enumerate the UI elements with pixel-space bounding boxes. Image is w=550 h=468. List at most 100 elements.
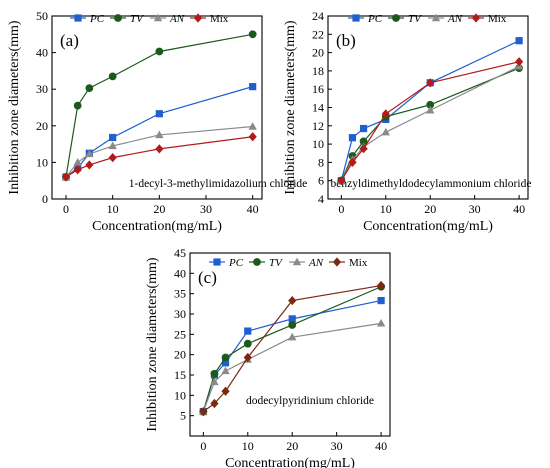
data-point [359, 144, 368, 154]
legend-marker [392, 14, 400, 22]
legend-marker [431, 13, 441, 22]
y-tick-label: 20 [36, 119, 48, 133]
legend-item-tv: TV [388, 13, 422, 25]
x-tick-label: 10 [380, 202, 392, 216]
series-line [65, 33, 253, 178]
data-point [221, 353, 230, 362]
data-point [348, 134, 357, 142]
data-point [221, 386, 230, 396]
legend-item-pc: PC [348, 13, 383, 25]
y-tick-label: 50 [36, 9, 48, 23]
data-point [109, 133, 117, 142]
x-tick-label: 40 [247, 202, 259, 216]
data-point [381, 109, 390, 119]
y-tick-label: 16 [312, 82, 324, 96]
series-mix [199, 280, 386, 417]
data-point [243, 339, 252, 348]
panel-label: (a) [60, 31, 79, 50]
data-point [359, 137, 368, 146]
panel-b: 0 10 20 30 40 4 6 8 10 12 14 16 18 20 22 24 Concentratio… [283, 9, 531, 234]
series-mix [337, 57, 524, 186]
y-tick-label: 15 [174, 368, 186, 382]
x-tick-label: 10 [107, 202, 119, 216]
y-tick-label: 40 [174, 266, 186, 280]
plot-frame [189, 252, 391, 437]
x-tick-label: 30 [331, 439, 343, 453]
data-point [73, 165, 82, 175]
data-point [288, 332, 297, 341]
legend-marker [114, 14, 122, 22]
data-point [376, 318, 386, 327]
series-line [65, 136, 253, 178]
data-point [108, 72, 117, 81]
data-point [249, 83, 257, 91]
x-tick-label: 20 [286, 439, 298, 453]
data-point [210, 398, 219, 409]
y-tick-label: 20 [174, 348, 186, 362]
legend-marker [74, 14, 82, 22]
legend-marker [352, 14, 360, 22]
y-tick-label: 8 [318, 155, 324, 169]
y-tick-label: 24 [312, 9, 324, 23]
data-point [288, 315, 296, 323]
data-point [61, 172, 71, 182]
series-mix [61, 132, 257, 182]
y-tick-label: 30 [36, 82, 48, 96]
data-point [288, 295, 297, 306]
legend-item-mix: Mix [468, 13, 507, 25]
legend-label: PC [89, 13, 105, 25]
x-axis-title: Concentration(mg/mL) [92, 219, 222, 234]
data-point [426, 100, 435, 109]
data-point [426, 105, 435, 114]
legend-label: TV [408, 13, 422, 25]
data-point [221, 366, 230, 375]
legend-item-pc: PC [70, 13, 105, 25]
y-tick-label: 10 [36, 155, 48, 169]
data-point [108, 141, 117, 150]
data-point [377, 296, 385, 305]
y-tick-label: 5 [180, 409, 186, 423]
x-tick-label: 0 [338, 202, 344, 216]
legend-label: PC [228, 257, 244, 269]
data-point [210, 377, 219, 386]
data-point [348, 157, 357, 167]
panel-a: 0 10 20 30 40 0 10 20 30 40 50 Concentration(mg/mL)… [7, 9, 307, 234]
y-tick-label: 18 [312, 64, 324, 78]
x-tick-label: 40 [375, 439, 387, 453]
y-axis-title: Inhibition zone diameters(mm) [145, 257, 160, 432]
legend-marker [213, 258, 221, 266]
data-point [426, 78, 435, 88]
data-point [337, 176, 346, 186]
legend-marker [193, 13, 203, 23]
legend-label: AN [308, 257, 324, 269]
x-tick-label: 0 [200, 439, 206, 453]
plot-frame [51, 15, 263, 200]
data-point [515, 37, 523, 45]
legend-label: AN [169, 13, 185, 25]
data-point [359, 124, 368, 133]
compound-name: 1-decyl-3-methylimidazolium chloride [129, 178, 308, 190]
series-line [202, 322, 382, 412]
legend-marker [253, 258, 261, 266]
x-tick-label: 20 [153, 202, 165, 216]
legend-label: Mix [210, 13, 229, 25]
y-axis-title: Inhibition zone diameters(mm) [7, 20, 22, 195]
y-tick-label: 0 [42, 192, 48, 206]
data-point [377, 280, 386, 291]
data-point [248, 122, 257, 130]
legend-item-mix: Mix [190, 13, 229, 25]
series-tv [62, 30, 257, 181]
y-tick-label: 10 [312, 137, 324, 151]
data-point [108, 153, 117, 163]
data-point [85, 84, 94, 93]
legend-label: TV [130, 13, 144, 25]
legend-marker [292, 257, 302, 266]
x-tick-label: 30 [469, 202, 481, 216]
y-tick-label: 12 [312, 119, 324, 133]
legend-item-an: AN [428, 13, 463, 25]
y-tick-label: 10 [174, 388, 186, 402]
data-point [85, 149, 94, 158]
data-point [244, 327, 252, 335]
x-tick-label: 0 [63, 202, 69, 216]
data-point [155, 47, 164, 56]
